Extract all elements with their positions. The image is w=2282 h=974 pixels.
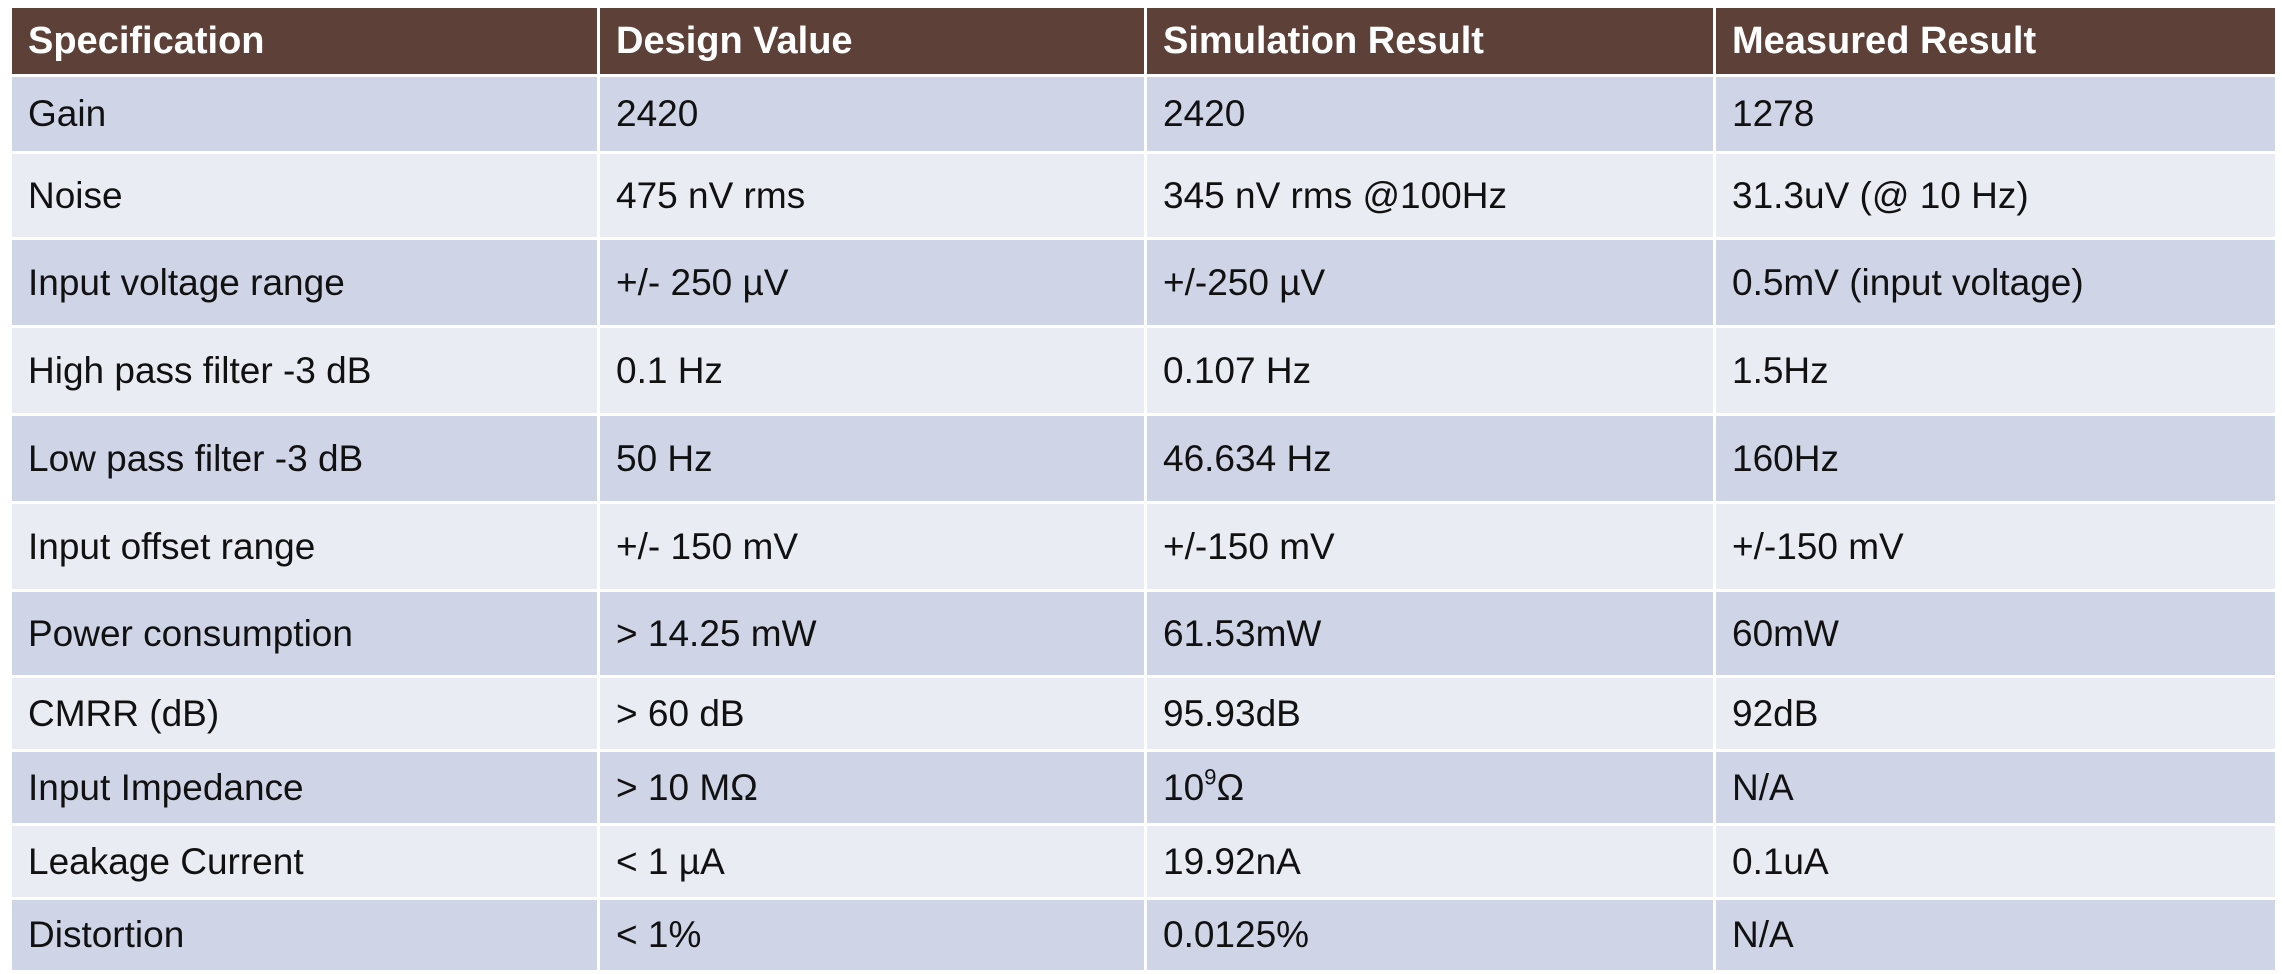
header-row: Specification Design Value Simulation Re…	[9, 5, 2278, 77]
cell-spec: High pass filter -3 dB	[9, 325, 600, 416]
cell-measured: 92dB	[1713, 675, 2278, 752]
cell-design: < 1%	[597, 897, 1147, 973]
cell-spec: Gain	[9, 74, 600, 154]
impedance-base: 10	[1163, 766, 1205, 808]
spec-table: Specification Design Value Simulation Re…	[9, 5, 2278, 973]
table-row: Noise 475 nV rms 345 nV rms @100Hz 31.3u…	[9, 151, 2278, 240]
cell-simulation: 46.634 Hz	[1144, 413, 1716, 504]
cell-design: 50 Hz	[597, 413, 1147, 504]
cell-measured: +/-150 mV	[1713, 501, 2278, 592]
header-specification: Specification	[9, 5, 600, 77]
cell-measured: N/A	[1713, 749, 2278, 826]
cell-spec: Input Impedance	[9, 749, 600, 826]
cell-simulation: +/-250 µV	[1144, 237, 1716, 328]
cell-spec: Input offset range	[9, 501, 600, 592]
cell-measured: 160Hz	[1713, 413, 2278, 504]
cell-design: +/- 150 mV	[597, 501, 1147, 592]
table-row: Gain 2420 2420 1278	[9, 74, 2278, 154]
cell-spec: Power consumption	[9, 589, 600, 678]
cell-simulation: 0.0125%	[1144, 897, 1716, 973]
cell-design: > 60 dB	[597, 675, 1147, 752]
cell-measured: 0.1uA	[1713, 823, 2278, 900]
cell-measured: N/A	[1713, 897, 2278, 973]
table-row: Input offset range +/- 150 mV +/-150 mV …	[9, 501, 2278, 592]
cell-spec: CMRR (dB)	[9, 675, 600, 752]
cell-simulation: +/-150 mV	[1144, 501, 1716, 592]
header-design-value: Design Value	[597, 5, 1147, 77]
table-row: Leakage Current < 1 µA 19.92nA 0.1uA	[9, 823, 2278, 900]
cell-spec: Low pass filter -3 dB	[9, 413, 600, 504]
cell-design: +/- 250 µV	[597, 237, 1147, 328]
cell-design: 475 nV rms	[597, 151, 1147, 240]
cell-measured: 31.3uV (@ 10 Hz)	[1713, 151, 2278, 240]
cell-spec: Distortion	[9, 897, 600, 973]
table-row: High pass filter -3 dB 0.1 Hz 0.107 Hz 1…	[9, 325, 2278, 416]
impedance-unit: Ω	[1216, 766, 1245, 808]
cell-spec: Noise	[9, 151, 600, 240]
cell-measured: 1278	[1713, 74, 2278, 154]
cell-design: 2420	[597, 74, 1147, 154]
cell-measured: 60mW	[1713, 589, 2278, 678]
cell-spec: Leakage Current	[9, 823, 600, 900]
header-simulation-result: Simulation Result	[1144, 5, 1716, 77]
cell-simulation: 19.92nA	[1144, 823, 1716, 900]
cell-spec: Input voltage range	[9, 237, 600, 328]
cell-simulation: 0.107 Hz	[1144, 325, 1716, 416]
table-row: Input Impedance > 10 MΩ 109Ω N/A	[9, 749, 2278, 826]
cell-simulation: 61.53mW	[1144, 589, 1716, 678]
table-row: Distortion < 1% 0.0125% N/A	[9, 897, 2278, 973]
table-row: CMRR (dB) > 60 dB 95.93dB 92dB	[9, 675, 2278, 752]
cell-design: < 1 µA	[597, 823, 1147, 900]
header-measured-result: Measured Result	[1713, 5, 2278, 77]
table-row: Low pass filter -3 dB 50 Hz 46.634 Hz 16…	[9, 413, 2278, 504]
cell-design: 0.1 Hz	[597, 325, 1147, 416]
impedance-exponent: 9	[1204, 763, 1217, 789]
cell-design: > 14.25 mW	[597, 589, 1147, 678]
cell-simulation: 95.93dB	[1144, 675, 1716, 752]
cell-simulation: 2420	[1144, 74, 1716, 154]
table-row: Input voltage range +/- 250 µV +/-250 µV…	[9, 237, 2278, 328]
cell-measured: 1.5Hz	[1713, 325, 2278, 416]
table-row: Power consumption > 14.25 mW 61.53mW 60m…	[9, 589, 2278, 678]
cell-simulation: 345 nV rms @100Hz	[1144, 151, 1716, 240]
spec-table-container: Specification Design Value Simulation Re…	[9, 5, 2278, 973]
cell-simulation: 109Ω	[1144, 749, 1716, 826]
cell-design: > 10 MΩ	[597, 749, 1147, 826]
cell-measured: 0.5mV (input voltage)	[1713, 237, 2278, 328]
